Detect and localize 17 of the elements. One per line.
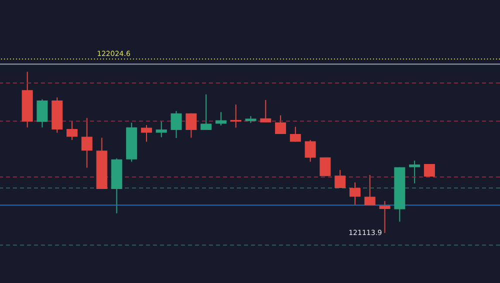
candlestick <box>260 99 272 123</box>
candlestick <box>170 110 182 139</box>
candlestick <box>304 139 316 162</box>
candlestick <box>364 174 376 206</box>
candlestick <box>156 120 167 138</box>
candlestick <box>290 126 301 142</box>
candlestick <box>409 160 420 184</box>
candlestick <box>36 98 48 128</box>
candlestick <box>81 118 92 168</box>
candlestick <box>230 104 242 128</box>
candlestick <box>186 112 197 138</box>
candlestick <box>66 120 78 140</box>
candlestick <box>350 182 360 206</box>
candlestick <box>275 114 286 134</box>
candlestick <box>140 124 152 142</box>
candlestick <box>334 169 346 189</box>
candlestick <box>200 94 212 130</box>
